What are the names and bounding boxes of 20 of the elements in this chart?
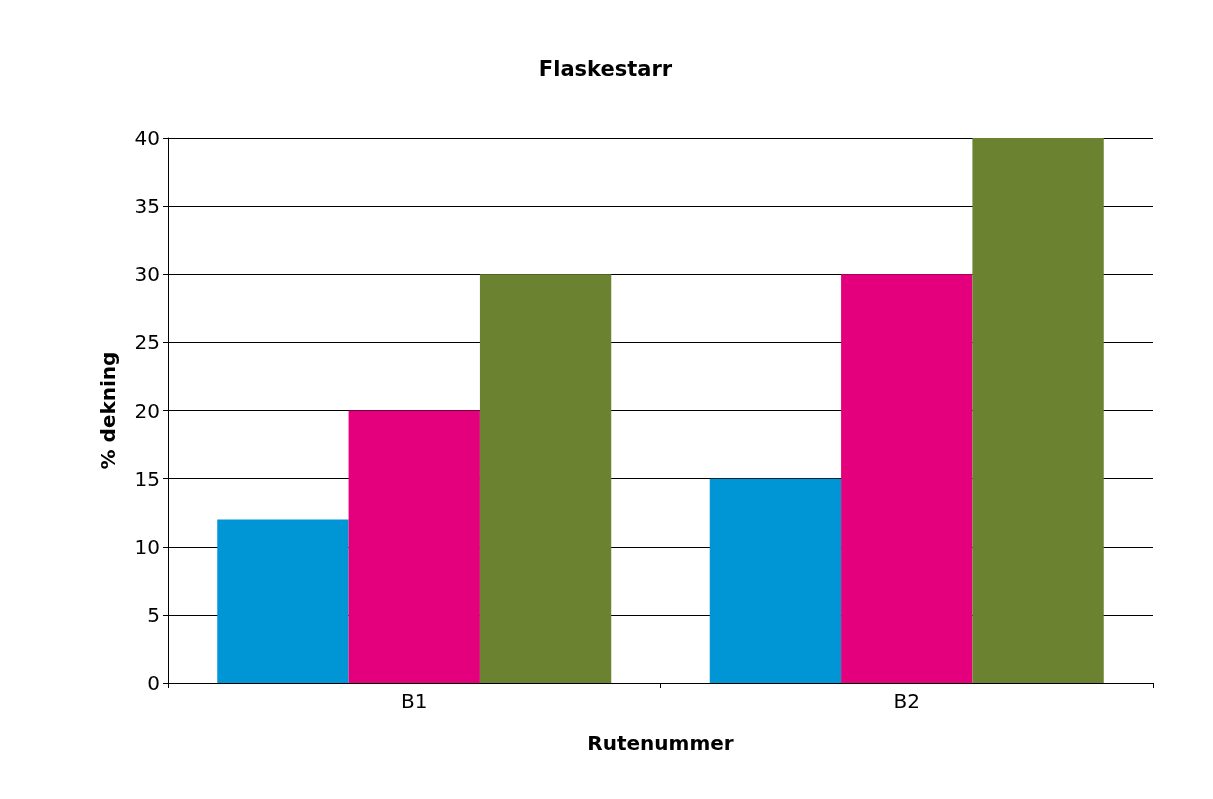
x-axis-title: Rutenummer [587,731,734,755]
y-tick-label: 0 [147,671,160,695]
y-tick-label: 20 [134,398,160,423]
chart-title: Flaskestarr [538,56,673,81]
bar [479,274,612,683]
y-tick-label: 40 [134,126,160,150]
x-tick-label: B2 [893,689,920,713]
y-axis-title: % dekning [96,351,120,470]
y-tick-label: 35 [134,194,160,219]
bar [348,410,480,683]
bar [972,138,1104,683]
bar [709,478,842,683]
y-tick-label: 10 [134,534,160,559]
bar [217,519,349,683]
x-tick-label: B1 [401,689,428,713]
y-tick-label: 25 [134,330,160,355]
y-tick-label: 15 [134,466,160,491]
y-tick-label: 30 [134,262,160,287]
y-tick-label: 5 [147,602,160,627]
bar [841,274,973,683]
